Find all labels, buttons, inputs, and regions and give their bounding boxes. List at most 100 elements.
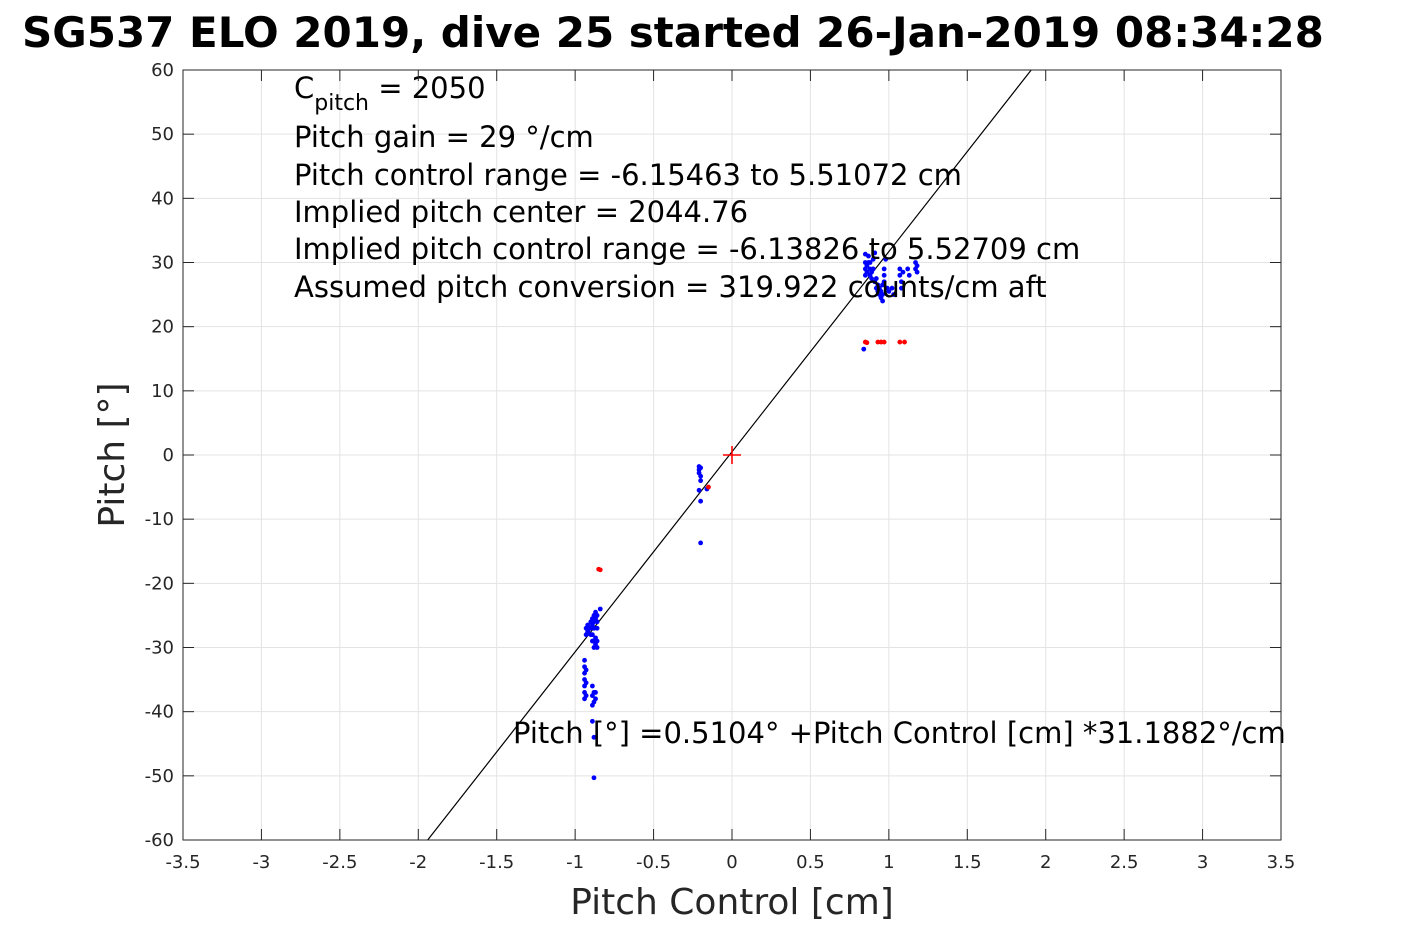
- data-point: [881, 279, 887, 285]
- data-point: [881, 272, 887, 278]
- data-point: [597, 606, 603, 612]
- chart-title: SG537 ELO 2019, dive 25 started 26-Jan-2…: [22, 8, 1324, 57]
- data-point: [698, 465, 704, 471]
- annotation-c-pitch-value: = 2050: [369, 71, 486, 105]
- y-tick-label: 20: [151, 317, 174, 338]
- annotation-c-pitch: Cpitch = 2050: [294, 71, 486, 116]
- x-tick-label: 2: [1040, 852, 1051, 873]
- data-point: [594, 613, 600, 618]
- data-point: [589, 683, 595, 689]
- data-point: [594, 638, 600, 644]
- x-tick-label: -2: [409, 852, 427, 873]
- data-point: [906, 272, 912, 278]
- data-point: [583, 667, 589, 673]
- data-point: [864, 340, 870, 346]
- data-point: [880, 298, 885, 304]
- data-point: [861, 346, 867, 352]
- annotation-c-pitch-symbol: C: [294, 71, 314, 105]
- data-point: [583, 680, 589, 686]
- data-point: [582, 657, 587, 663]
- data-point: [591, 775, 597, 781]
- x-axis-label: Pitch Control [cm]: [570, 882, 894, 923]
- data-point: [864, 269, 870, 275]
- data-point: [914, 263, 920, 269]
- x-tick-label: 1: [883, 852, 894, 873]
- data-point: [706, 484, 711, 490]
- data-point: [594, 619, 600, 625]
- data-point: [905, 266, 911, 272]
- data-point: [698, 478, 704, 484]
- annotation-control-range: Pitch control range = -6.15463 to 5.5107…: [294, 158, 962, 192]
- data-point: [914, 269, 920, 275]
- data-point: [886, 288, 892, 294]
- data-point: [591, 734, 597, 740]
- data-point: [696, 487, 702, 493]
- data-point: [899, 285, 904, 291]
- data-point: [594, 625, 600, 631]
- data-point: [869, 276, 875, 281]
- data-point: [698, 540, 704, 546]
- data-point: [900, 269, 906, 275]
- y-tick-label: -20: [145, 573, 174, 594]
- data-point: [597, 567, 603, 573]
- y-tick-label: 10: [151, 381, 174, 402]
- y-tick-label: -60: [145, 830, 174, 851]
- series-0: [582, 250, 920, 781]
- y-tick-label: 60: [151, 60, 174, 81]
- data-point: [589, 718, 595, 724]
- y-tick-label: 0: [163, 445, 174, 466]
- data-point: [870, 256, 876, 262]
- data-point: [589, 702, 595, 708]
- data-point: [891, 292, 896, 297]
- x-tick-label: 2.5: [1110, 852, 1139, 873]
- data-layer: [427, 70, 1032, 840]
- data-point: [698, 473, 704, 479]
- annotation-assumed-conversion: Assumed pitch conversion = 319.922 count…: [294, 270, 1047, 304]
- data-point: [698, 498, 704, 504]
- data-point: [897, 272, 903, 278]
- y-tick-label: -50: [145, 766, 174, 787]
- series-1: [596, 339, 907, 573]
- y-tick-label: 30: [151, 253, 174, 274]
- data-point: [867, 260, 873, 265]
- axis-ticks: -3.5 -3 -2.5 -2 -1.5 -1 -0.5 0 0.5 1 1.5 2 2.5 3 3.5 -6…: [145, 60, 1296, 873]
- data-point: [902, 339, 907, 345]
- data-point: [594, 645, 600, 650]
- data-point: [589, 632, 595, 638]
- data-point: [897, 339, 903, 345]
- x-tick-label: 3.5: [1267, 852, 1296, 873]
- x-tick-label: 0: [726, 852, 737, 873]
- data-point: [870, 266, 876, 272]
- data-point: [872, 250, 878, 256]
- data-point: [899, 279, 904, 285]
- y-tick-label: -40: [145, 702, 174, 723]
- data-point: [593, 696, 598, 702]
- y-tick-label: -30: [145, 638, 174, 659]
- x-tick-label: -1.5: [479, 852, 514, 873]
- data-point: [593, 690, 598, 695]
- annotation-fit-equation: Pitch [°] =0.5104° +Pitch Control [cm] *…: [513, 716, 1286, 750]
- x-tick-label: -2.5: [322, 852, 357, 873]
- annotation-c-pitch-subscript: pitch: [314, 91, 369, 116]
- y-axis-label: Pitch [°]: [92, 382, 133, 527]
- x-tick-label: -0.5: [636, 852, 671, 873]
- data-point: [880, 292, 885, 297]
- data-point: [897, 266, 903, 272]
- data-point: [883, 256, 889, 262]
- annotation-pitch-gain: Pitch gain = 29 °/cm: [294, 120, 594, 154]
- data-point: [873, 276, 879, 281]
- x-tick-label: -3: [252, 852, 270, 873]
- origin-marker: [723, 446, 741, 464]
- data-point: [881, 339, 887, 345]
- x-tick-label: -3.5: [165, 852, 200, 873]
- x-tick-label: 3: [1197, 852, 1208, 873]
- data-point: [583, 693, 589, 699]
- x-tick-label: -1: [566, 852, 584, 873]
- annotation-implied-center: Implied pitch center = 2044.76: [294, 195, 748, 229]
- annotation-implied-range: Implied pitch control range = -6.13826 t…: [294, 232, 1080, 266]
- x-tick-label: 0.5: [796, 852, 825, 873]
- data-point: [881, 266, 887, 272]
- y-tick-label: -10: [145, 509, 174, 530]
- data-point: [889, 285, 895, 291]
